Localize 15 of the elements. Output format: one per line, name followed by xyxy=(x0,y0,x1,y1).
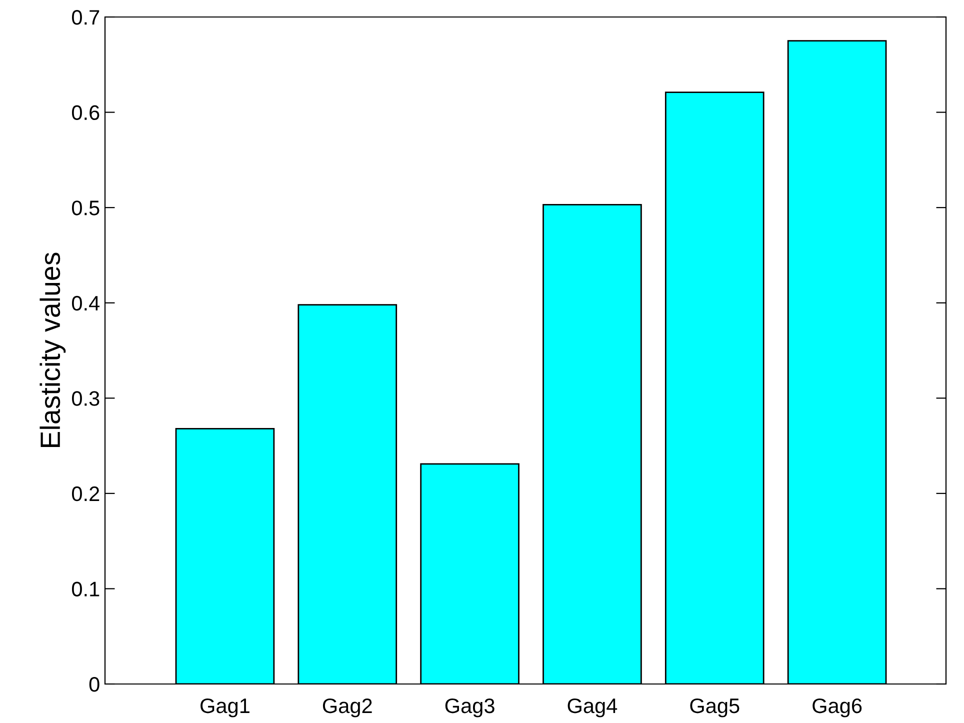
x-tick-label: Gag4 xyxy=(568,698,618,718)
y-axis-title: Elasticity values xyxy=(40,252,66,448)
y-tick-label: 0.7 xyxy=(72,10,100,25)
x-tick-label: Gag3 xyxy=(445,698,494,718)
x-tick-label: Gag6 xyxy=(812,698,862,718)
y-tick-label: 0.4 xyxy=(72,296,100,311)
y-tick-label: 0.1 xyxy=(72,582,100,596)
x-tick-label: Gag2 xyxy=(322,698,372,718)
y-tick-label: 0.3 xyxy=(72,391,100,406)
y-tick-label: 0.2 xyxy=(72,486,100,502)
y-tick-label: 0.5 xyxy=(72,200,100,216)
y-tick-label: 0.6 xyxy=(72,105,100,120)
y-tick-label: 0 xyxy=(89,677,100,692)
x-tick-label: Gag5 xyxy=(690,698,740,718)
x-tick-label: Gag1 xyxy=(200,698,250,718)
